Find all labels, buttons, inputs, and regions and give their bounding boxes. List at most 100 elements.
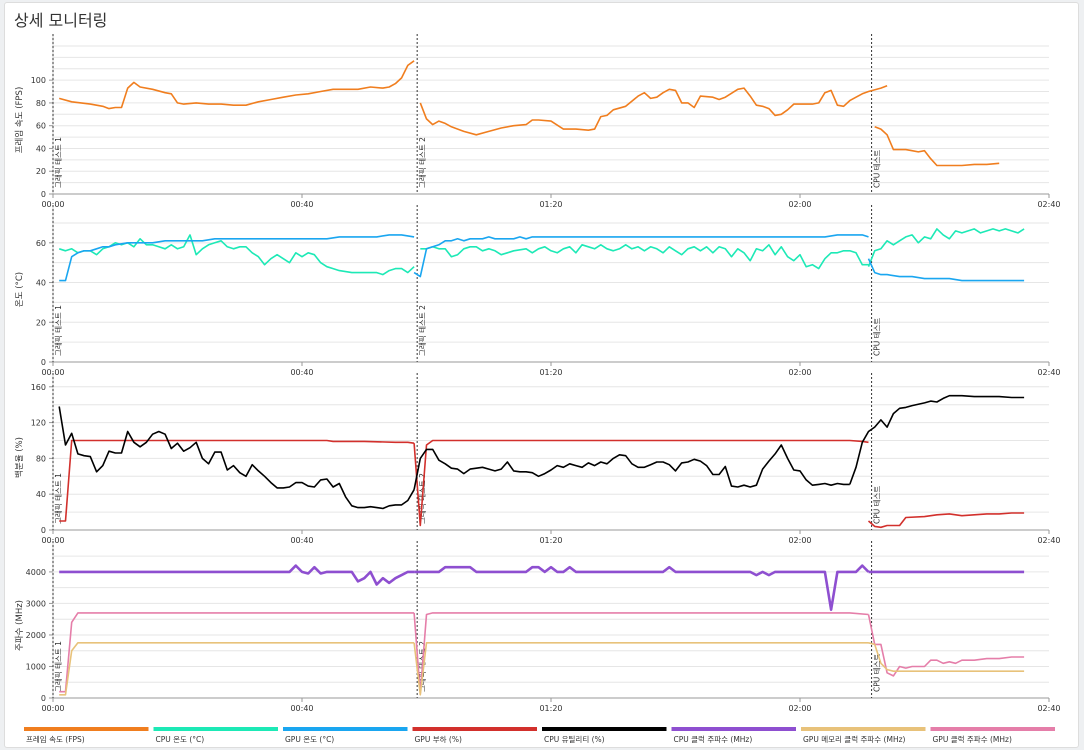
y-tick-label: 60 [36, 122, 46, 131]
y-tick-label: 20 [36, 318, 46, 327]
test-marker-label: CPU 테스트 [873, 318, 882, 356]
series-line-gpu_mem_clock [868, 642, 1025, 673]
x-tick-label: 02:40 [1037, 200, 1060, 209]
series-line-gpu_load [59, 439, 415, 522]
legend-swatch [153, 727, 278, 731]
x-tick-label: 01:20 [539, 536, 562, 545]
test-marker-label: CPU 테스트 [873, 486, 882, 524]
series-line-gpu_mem_clock [413, 641, 869, 696]
x-tick-label: 00:00 [41, 536, 64, 545]
legend-label[interactable]: GPU 부하 (%) [415, 734, 462, 744]
legend-label[interactable]: GPU 클럭 주파수 (MHz) [933, 735, 1012, 744]
test-marker-label: CPU 테스트 [873, 150, 882, 188]
series-line-gpu_temp [413, 234, 869, 278]
y-tick-label: 160 [31, 383, 46, 392]
legend-swatch [412, 727, 537, 731]
series-line-cpu_temp [420, 244, 869, 270]
x-tick-label: 02:00 [788, 536, 811, 545]
test-marker-label: CPU 테스트 [873, 654, 882, 692]
x-tick-label: 01:20 [539, 200, 562, 209]
series-line-fps [58, 60, 415, 110]
y-tick-label: 80 [36, 454, 46, 463]
y-tick-label: 0 [41, 190, 46, 199]
legend: 프레임 속도 (FPS) CPU 온도 (°C) GPU 온도 (°C) GPU 부하… [24, 727, 1055, 744]
x-tick-label: 00:00 [41, 200, 64, 209]
series-line-gpu_mem_clock [59, 641, 415, 696]
legend-swatch [542, 727, 667, 731]
series-line-cpu_clock [59, 564, 415, 586]
series-line-cpu_temp [867, 228, 1025, 267]
series-line-gpu_clock [867, 614, 1025, 677]
x-tick-label: 01:20 [539, 704, 562, 713]
legend-swatch [930, 727, 1055, 731]
x-tick-label: 00:40 [290, 368, 313, 377]
y-tick-label: 20 [36, 167, 46, 176]
legend-label[interactable]: CPU 클럭 주파수 (MHz) [674, 735, 753, 744]
y-axis-label: 주파수 (MHz) [15, 600, 25, 651]
y-tick-label: 0 [41, 358, 46, 367]
y-tick-label: 60 [36, 239, 46, 248]
x-tick-label: 02:40 [1037, 368, 1060, 377]
legend-label[interactable]: CPU 유틸리티 (%) [544, 735, 605, 744]
series-line-cpu_temp [58, 234, 415, 276]
y-axis-label: 온도 (°C) [15, 272, 25, 307]
series-line-cpu_util [58, 406, 415, 510]
chart-fps: 0 20 40 60 80 100 00:00 00:40 01:20 02:00 02:40 프레임… [14, 34, 1061, 209]
x-tick-label: 02:40 [1037, 536, 1060, 545]
x-tick-label: 00:00 [41, 368, 64, 377]
y-tick-label: 0 [41, 526, 46, 535]
x-tick-label: 02:00 [788, 368, 811, 377]
legend-swatch [671, 727, 796, 731]
test-marker-label: 그래픽 테스트 1 [53, 473, 63, 524]
test-marker-label: 그래픽 테스트 1 [53, 137, 63, 188]
y-tick-label: 0 [41, 694, 46, 703]
chart-usage: 0 40 80 120 160 00:00 00:40 01:20 02:00 02:40 백분율 … [14, 373, 1061, 545]
legend-label[interactable]: GPU 온도 (°C) [285, 735, 334, 744]
x-tick-label: 00:40 [290, 704, 313, 713]
y-tick-label: 2000 [26, 631, 46, 640]
page-title: 상세 모니터링 [14, 11, 108, 30]
series-line-gpu_load [413, 439, 869, 527]
test-marker-label: 그래픽 테스트 1 [53, 641, 63, 692]
legend-swatch [24, 727, 149, 731]
series-line-cpu_clock [414, 564, 870, 612]
legend-label[interactable]: CPU 온도 (°C) [156, 735, 205, 744]
y-axis-label: 백분율 (%) [14, 437, 25, 478]
y-tick-label: 40 [36, 144, 46, 153]
y-tick-label: 40 [36, 490, 46, 499]
series-line-fps [419, 85, 888, 136]
test-marker-label: 그래픽 테스트 2 [417, 305, 427, 356]
series-line-gpu_temp [59, 234, 415, 282]
series-line-cpu_util [849, 394, 1025, 485]
x-tick-label: 00:40 [290, 536, 313, 545]
y-tick-label: 120 [31, 419, 46, 428]
chart-temp: 0 20 40 60 00:00 00:40 01:20 02:00 02:40 온도 (°C) 그… [15, 205, 1061, 377]
test-marker-label: 그래픽 테스트 2 [417, 137, 427, 188]
monitoring-panel [4, 2, 1079, 748]
y-tick-label: 40 [36, 279, 46, 288]
legend-label[interactable]: 프레임 속도 (FPS) [26, 735, 85, 744]
series-line-gpu_temp [867, 258, 1025, 282]
chart-clock: 0 1000 2000 3000 4000 00:00 00:40 01:20 02:00 02:… [15, 541, 1061, 713]
x-tick-label: 01:20 [539, 368, 562, 377]
legend-swatch [283, 727, 408, 731]
y-tick-label: 4000 [26, 568, 46, 577]
x-tick-label: 02:00 [788, 704, 811, 713]
legend-swatch [801, 727, 926, 731]
series-line-gpu_clock [59, 612, 415, 693]
y-tick-label: 80 [36, 99, 46, 108]
series-line-cpu_util [413, 444, 850, 490]
x-tick-label: 02:00 [788, 200, 811, 209]
series-line-fps [874, 126, 1000, 167]
y-tick-label: 1000 [26, 662, 46, 671]
y-tick-label: 100 [31, 76, 46, 85]
y-tick-label: 3000 [26, 599, 46, 608]
x-tick-label: 02:40 [1037, 704, 1060, 713]
series-line-gpu_load [867, 512, 1025, 529]
y-axis-label: 프레임 속도 (FPS) [14, 87, 25, 154]
legend-label[interactable]: GPU 메모리 클럭 주파수 (MHz) [803, 735, 906, 744]
x-tick-label: 00:40 [290, 200, 313, 209]
test-marker-label: 그래픽 테스트 1 [53, 305, 63, 356]
series-line-gpu_clock [413, 612, 869, 695]
